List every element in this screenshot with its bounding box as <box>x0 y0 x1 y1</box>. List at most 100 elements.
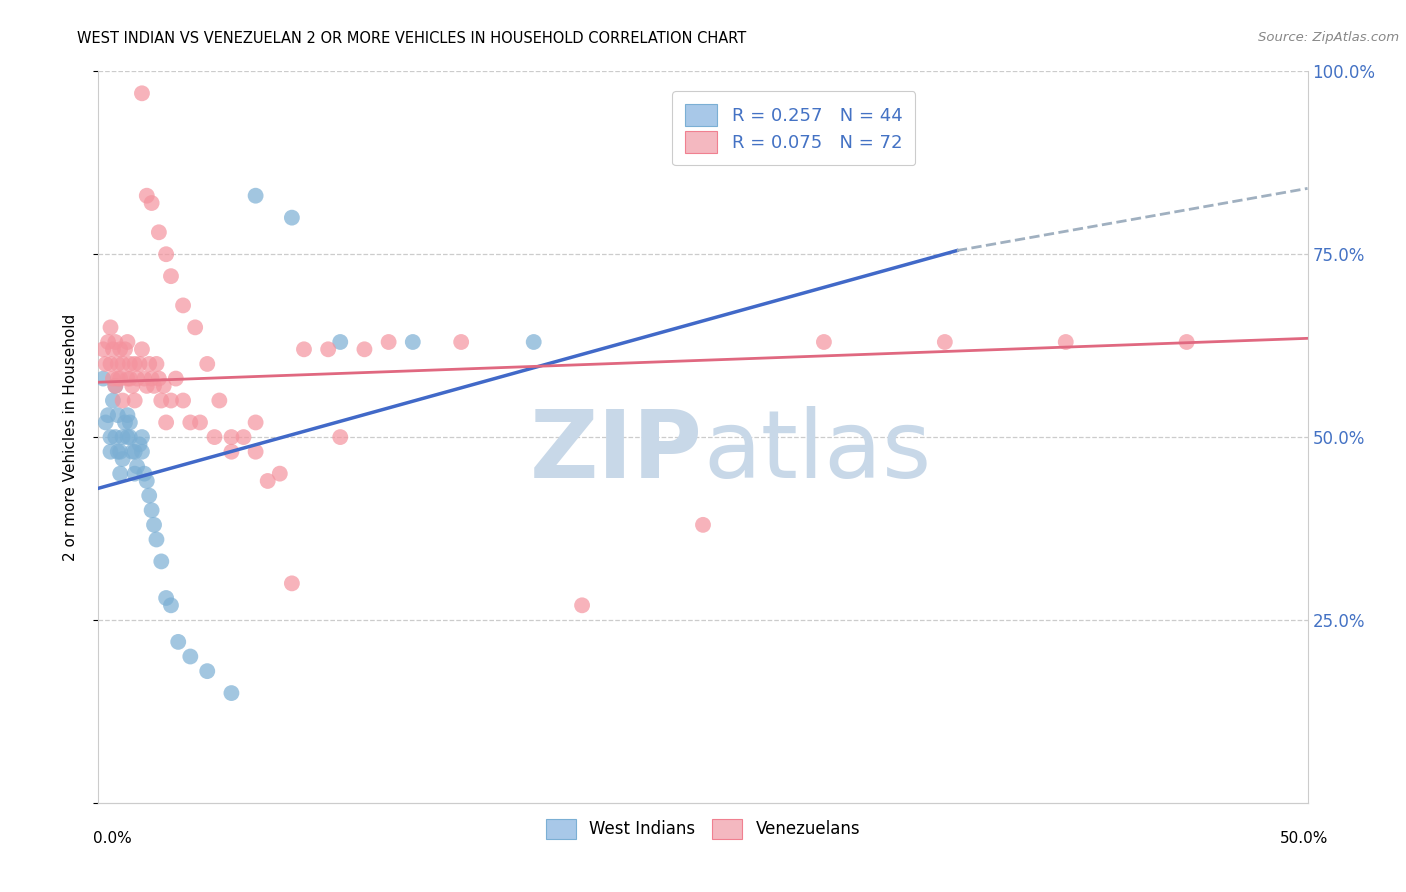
Point <box>104 430 127 444</box>
Point <box>104 334 127 349</box>
Point <box>377 334 399 349</box>
Point <box>124 393 146 408</box>
Point <box>111 430 134 444</box>
Point <box>114 343 136 357</box>
Point <box>107 408 129 422</box>
Point <box>179 649 201 664</box>
Point <box>135 379 157 393</box>
Point <box>97 408 120 422</box>
Point <box>571 599 593 613</box>
Point <box>108 444 131 458</box>
Point <box>353 343 375 357</box>
Point <box>118 416 141 430</box>
Point <box>221 686 243 700</box>
Point <box>329 334 352 349</box>
Point <box>108 343 131 357</box>
Point <box>167 635 190 649</box>
Point <box>188 416 211 430</box>
Text: 0.0%: 0.0% <box>93 831 132 846</box>
Point <box>155 416 177 430</box>
Point <box>111 452 134 467</box>
Point <box>97 334 120 349</box>
Point <box>114 416 136 430</box>
Point <box>179 416 201 430</box>
Point <box>245 416 267 430</box>
Point <box>131 444 153 458</box>
Point <box>107 357 129 371</box>
Point <box>111 357 134 371</box>
Point <box>138 357 160 371</box>
Point <box>94 416 117 430</box>
Point <box>160 599 183 613</box>
Point <box>131 430 153 444</box>
Point <box>160 269 183 284</box>
Point <box>134 371 156 385</box>
Point <box>316 343 339 357</box>
Point <box>152 379 174 393</box>
Point <box>141 371 163 385</box>
Point <box>104 379 127 393</box>
Point <box>117 371 139 385</box>
Point <box>256 474 278 488</box>
Point <box>281 576 304 591</box>
Point <box>150 554 173 568</box>
Point <box>269 467 291 481</box>
Point <box>281 211 304 225</box>
Point <box>813 334 835 349</box>
Y-axis label: 2 or more Vehicles in Household: 2 or more Vehicles in Household <box>63 313 77 561</box>
Point <box>402 334 425 349</box>
Text: atlas: atlas <box>703 406 931 498</box>
Point <box>141 196 163 211</box>
Point <box>1175 334 1198 349</box>
Point <box>155 591 177 605</box>
Point <box>100 430 122 444</box>
Point <box>145 533 167 547</box>
Point <box>135 188 157 202</box>
Point <box>100 357 122 371</box>
Point <box>523 334 546 349</box>
Point <box>100 444 122 458</box>
Legend: West Indians, Venezuelans: West Indians, Venezuelans <box>540 812 866 846</box>
Point <box>91 371 114 385</box>
Point <box>934 334 956 349</box>
Point <box>221 430 243 444</box>
Point <box>450 334 472 349</box>
Point <box>124 467 146 481</box>
Point <box>124 357 146 371</box>
Point <box>160 393 183 408</box>
Point <box>165 371 187 385</box>
Point <box>204 430 226 444</box>
Point <box>128 437 150 451</box>
Point <box>245 444 267 458</box>
Point <box>329 430 352 444</box>
Point <box>195 357 218 371</box>
Point <box>117 430 139 444</box>
Point <box>124 444 146 458</box>
Point <box>111 393 134 408</box>
Point <box>121 379 143 393</box>
Point <box>148 371 170 385</box>
Point <box>101 393 124 408</box>
Point <box>117 408 139 422</box>
Point <box>148 225 170 239</box>
Point <box>101 371 124 385</box>
Point <box>118 357 141 371</box>
Point <box>692 517 714 532</box>
Point <box>91 343 114 357</box>
Point <box>145 357 167 371</box>
Point <box>127 459 149 474</box>
Point <box>134 467 156 481</box>
Text: WEST INDIAN VS VENEZUELAN 2 OR MORE VEHICLES IN HOUSEHOLD CORRELATION CHART: WEST INDIAN VS VENEZUELAN 2 OR MORE VEHI… <box>77 31 747 46</box>
Point <box>128 357 150 371</box>
Point <box>118 371 141 385</box>
Point <box>127 371 149 385</box>
Text: Source: ZipAtlas.com: Source: ZipAtlas.com <box>1258 31 1399 45</box>
Point <box>245 188 267 202</box>
Point <box>155 247 177 261</box>
Point <box>143 517 166 532</box>
Point <box>131 87 153 101</box>
Point <box>221 444 243 458</box>
Point <box>184 320 207 334</box>
Point <box>117 334 139 349</box>
Point <box>208 393 231 408</box>
